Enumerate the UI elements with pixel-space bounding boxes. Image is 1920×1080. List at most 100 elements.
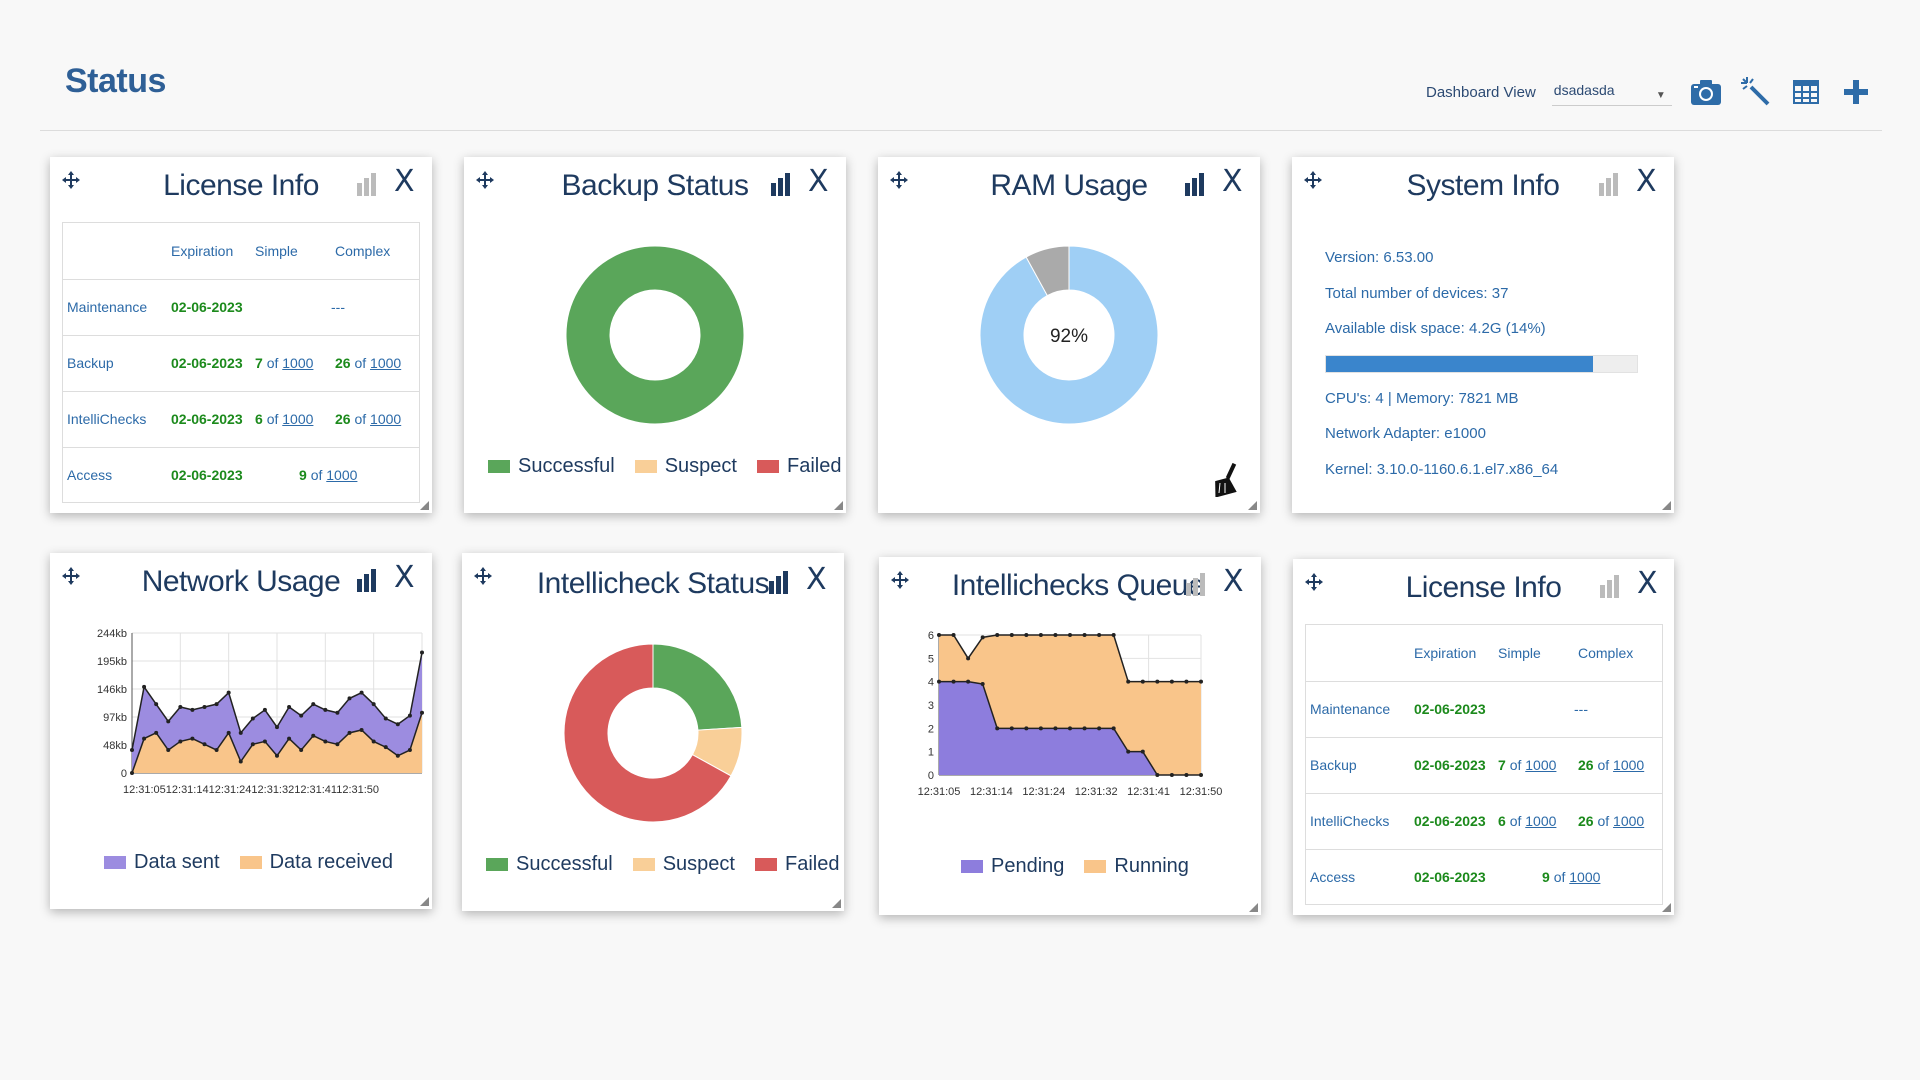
move-icon[interactable]	[1305, 573, 1323, 591]
close-widget-button[interactable]: X	[394, 560, 415, 595]
add-widget-icon[interactable]	[1840, 76, 1872, 108]
column-header: Simple	[1494, 625, 1574, 682]
broom-icon[interactable]	[1211, 463, 1241, 497]
widget-header: RAM Usage X	[878, 157, 1260, 217]
resize-handle-icon[interactable]	[832, 899, 841, 908]
dashboard-view-select[interactable]: dsadasda ▼	[1551, 78, 1672, 106]
bar-chart-icon[interactable]	[356, 567, 380, 593]
resize-handle-icon[interactable]	[834, 501, 843, 510]
point-pending	[980, 682, 985, 686]
network-area-chart: 244kb 195kb 146kb 97kb 48kb 0 12:31:0512:31:14…	[97, 628, 424, 796]
access-total-link[interactable]: 1000	[1569, 869, 1601, 886]
simple-total-link[interactable]: 1000	[282, 411, 314, 427]
bar-chart-icon[interactable]	[1598, 171, 1622, 197]
bar-chart-icon[interactable]	[1184, 171, 1208, 197]
legend-item-suspect[interactable]: Suspect	[634, 455, 737, 478]
close-widget-button[interactable]: X	[1636, 164, 1657, 199]
complex-total-link[interactable]: 1000	[1613, 813, 1645, 829]
slice-used[interactable]	[979, 245, 1159, 425]
slice-failed[interactable]	[563, 643, 732, 823]
x-tick-label: 12:31:24	[1022, 786, 1065, 798]
slice-other[interactable]	[1025, 245, 1070, 297]
move-icon[interactable]	[890, 171, 908, 189]
move-icon[interactable]	[891, 571, 909, 589]
point-data-received	[420, 710, 424, 715]
point-pending	[937, 679, 941, 684]
simple-total-link[interactable]: 1000	[282, 355, 314, 371]
simple-total-link[interactable]: 1000	[1525, 813, 1557, 829]
resize-handle-icon[interactable]	[1248, 501, 1257, 510]
widget-title: Backup Status	[561, 169, 749, 202]
point-data-received	[371, 739, 376, 744]
x-tick-label: 12:31:41	[1127, 786, 1170, 798]
x-tick-label: 12:31:05	[918, 786, 961, 798]
point-running	[980, 635, 985, 640]
point-running	[1126, 679, 1131, 684]
table-icon[interactable]	[1790, 76, 1822, 108]
resize-handle-icon[interactable]	[1662, 903, 1671, 912]
point-running	[966, 656, 971, 661]
close-widget-button[interactable]: X	[806, 562, 827, 597]
point-data-sent	[371, 702, 376, 707]
y-tick-label: 3	[928, 700, 934, 712]
resize-handle-icon[interactable]	[420, 501, 429, 510]
access-total-link[interactable]: 1000	[326, 467, 358, 484]
point-data-sent	[178, 705, 183, 710]
row-label: Access	[67, 467, 113, 484]
slice-successful[interactable]	[565, 245, 745, 425]
close-widget-button[interactable]: X	[1222, 164, 1243, 199]
widget-header: License Info X	[1293, 559, 1674, 619]
camera-icon[interactable]	[1690, 76, 1722, 108]
legend-item-successful[interactable]: Successful	[486, 853, 613, 876]
close-widget-button[interactable]: X	[394, 164, 415, 199]
bar-chart-icon[interactable]	[770, 171, 794, 197]
simple-total-link[interactable]: 1000	[1525, 757, 1557, 773]
resize-handle-icon[interactable]	[1662, 501, 1671, 510]
resize-handle-icon[interactable]	[420, 897, 429, 906]
point-pending	[1140, 749, 1145, 754]
legend-item-data-received[interactable]: Data received	[239, 851, 393, 874]
move-icon[interactable]	[62, 567, 80, 585]
move-icon[interactable]	[474, 567, 492, 585]
point-pending	[1184, 773, 1189, 777]
license-table-frame	[62, 222, 420, 503]
version-text: Version: 6.53.00	[1325, 249, 1434, 266]
point-data-received	[383, 745, 388, 750]
close-widget-button[interactable]: X	[1223, 564, 1244, 599]
magic-wand-icon[interactable]	[1740, 76, 1772, 108]
close-widget-button[interactable]: X	[1637, 566, 1658, 601]
widget-header: Intellicheck Status X	[462, 553, 844, 613]
close-widget-button[interactable]: X	[808, 164, 829, 199]
bar-chart-icon[interactable]	[1599, 573, 1623, 599]
legend-item-running[interactable]: Running	[1084, 855, 1189, 878]
y-tick-label: 244kb	[97, 628, 127, 640]
move-icon[interactable]	[1304, 171, 1322, 189]
bar-chart-icon[interactable]	[356, 171, 380, 197]
move-icon[interactable]	[476, 171, 494, 189]
queue-area-chart: 6 5 4 3 2 1 0 12:31:05 12:31:14 12:31:24 12:31:32 1…	[918, 630, 1223, 798]
complex-total-link[interactable]: 1000	[370, 355, 402, 371]
row-label: IntelliChecks	[1306, 793, 1410, 850]
point-data-sent	[420, 650, 424, 655]
point-data-received	[166, 748, 171, 753]
bar-chart-icon[interactable]	[768, 569, 792, 595]
move-icon[interactable]	[62, 171, 80, 189]
legend-item-failed[interactable]: Failed	[756, 455, 841, 478]
resize-handle-icon[interactable]	[1249, 903, 1258, 912]
point-data-received	[262, 739, 267, 744]
legend-item-failed[interactable]: Failed	[754, 853, 839, 876]
column-header: Expiration	[1410, 625, 1494, 682]
complex-total-link[interactable]: 1000	[1613, 757, 1645, 773]
point-running	[1184, 679, 1189, 684]
legend-item-successful[interactable]: Successful	[488, 455, 615, 478]
legend-item-suspect[interactable]: Suspect	[632, 853, 735, 876]
slice-successful[interactable]	[652, 643, 743, 731]
intellicheck-donut-chart	[563, 643, 743, 823]
point-data-received	[347, 730, 352, 735]
table-row: Maintenance 02-06-2023 ---	[1306, 681, 1662, 738]
license-table: Expiration Simple Complex Maintenance 02…	[1306, 625, 1662, 905]
legend-item-data-sent[interactable]: Data sent	[104, 851, 220, 874]
complex-total-link[interactable]: 1000	[370, 411, 402, 427]
bar-chart-icon[interactable]	[1185, 571, 1209, 597]
legend-item-pending[interactable]: Pending	[961, 855, 1064, 878]
